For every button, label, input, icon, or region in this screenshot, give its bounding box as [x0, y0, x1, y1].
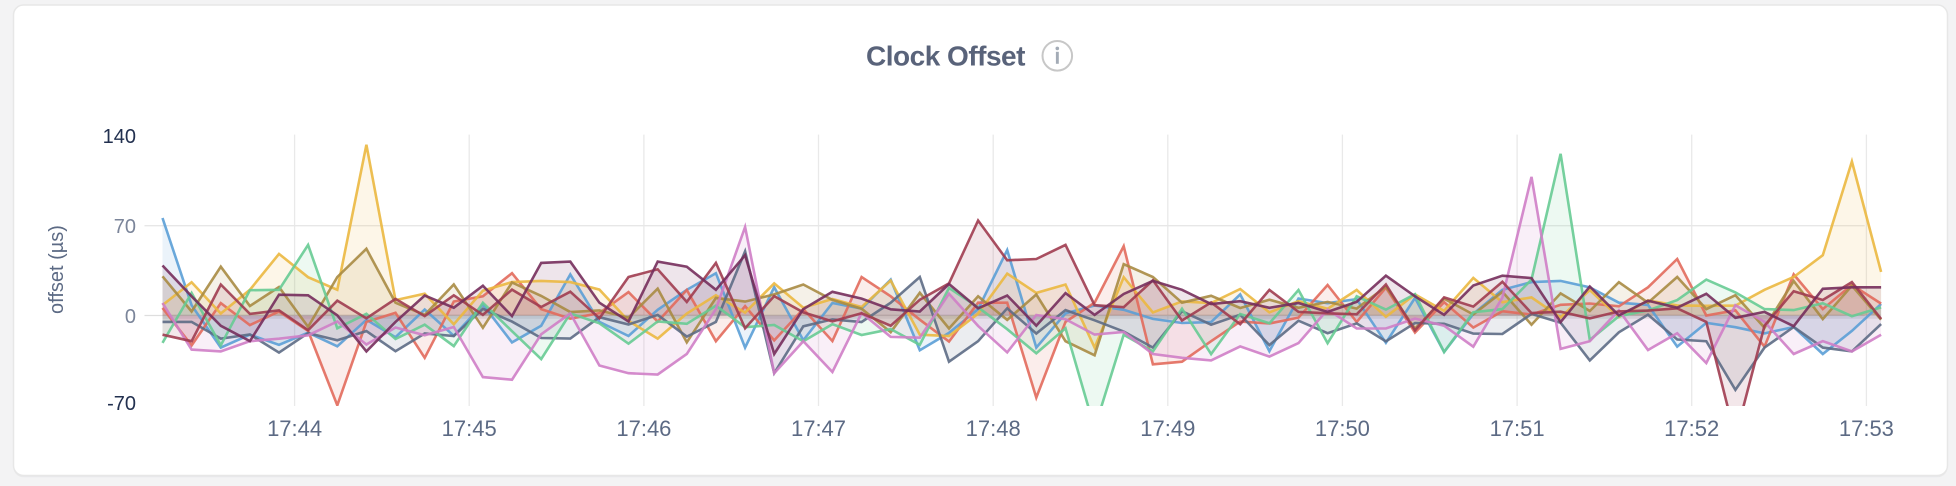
- svg-text:17:49: 17:49: [1140, 416, 1195, 441]
- svg-text:17:48: 17:48: [966, 416, 1021, 441]
- svg-text:17:46: 17:46: [616, 416, 671, 441]
- svg-text:17:53: 17:53: [1839, 416, 1894, 441]
- svg-text:17:50: 17:50: [1315, 416, 1370, 441]
- svg-text:Clock Offset: Clock Offset: [866, 40, 1025, 71]
- svg-text:17:52: 17:52: [1664, 416, 1719, 441]
- svg-text:17:45: 17:45: [442, 416, 497, 441]
- svg-text:offset (µs): offset (µs): [46, 225, 68, 314]
- svg-text:17:51: 17:51: [1490, 416, 1545, 441]
- svg-text:-70: -70: [107, 393, 136, 415]
- svg-text:0: 0: [125, 306, 136, 328]
- svg-text:17:47: 17:47: [791, 416, 846, 441]
- svg-text:140: 140: [103, 126, 136, 148]
- svg-text:70: 70: [114, 216, 136, 238]
- svg-text:17:44: 17:44: [267, 416, 322, 441]
